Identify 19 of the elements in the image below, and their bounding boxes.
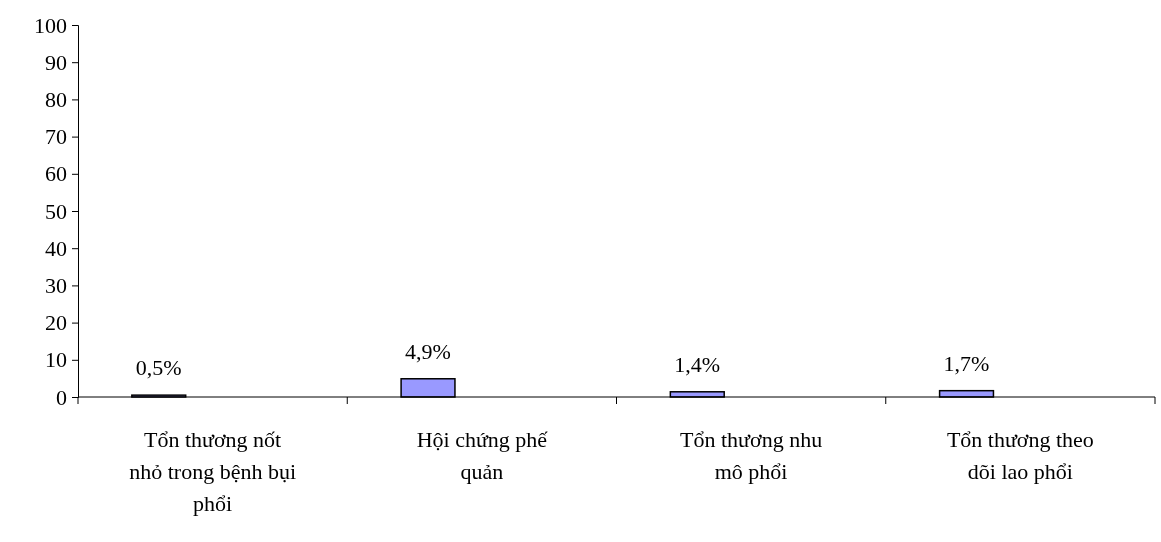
data-label: 1,7% (943, 350, 990, 376)
y-tick-label: 10 (45, 347, 67, 373)
x-tick-label: Tổn thương nốt nhỏ trong bệnh bụi phổi (129, 427, 297, 516)
data-label: 0,5% (135, 355, 182, 381)
y-tick-label: 0 (56, 384, 67, 410)
y-tick-label: 20 (45, 310, 67, 336)
x-tick-label: Tổn thương nhu mô phổi (680, 427, 823, 484)
y-tick-label: 60 (45, 161, 67, 187)
y-tick-label: 100 (34, 12, 67, 38)
data-label: 4,9% (405, 338, 451, 364)
data-label: 1,4% (674, 351, 721, 377)
y-tick-label: 70 (45, 124, 67, 150)
y-tick-label: 90 (45, 49, 67, 75)
y-tick-label: 40 (45, 235, 67, 261)
y-tick-label: 30 (45, 272, 67, 298)
x-tick-label: Tổn thương theo dõi lao phổi (946, 427, 1094, 484)
y-tick-label: 50 (45, 198, 67, 224)
x-tick-label: Hội chứng phế quản (416, 427, 549, 484)
y-tick-label: 80 (45, 86, 67, 112)
